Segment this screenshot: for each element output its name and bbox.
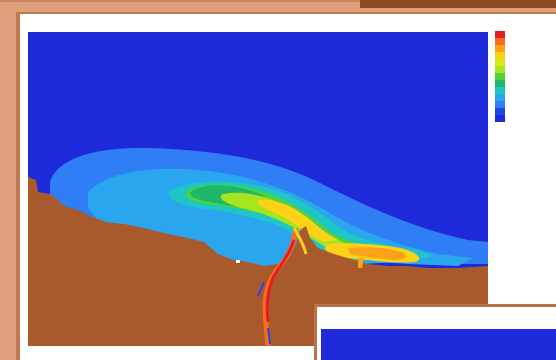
legend-swatch: [495, 45, 505, 52]
river-secondary: [292, 227, 308, 255]
legend-swatch: [495, 87, 505, 94]
secondary-plot-window[interactable]: [314, 304, 556, 360]
legend-swatch: [495, 66, 505, 73]
legend-label: [507, 66, 556, 73]
contour-plot: [28, 32, 488, 346]
land-mass: [28, 177, 488, 346]
legend-swatches: [495, 31, 505, 122]
legend-label: [507, 73, 556, 80]
legend-label: [507, 52, 556, 59]
legend-swatch: [495, 38, 505, 45]
legend-label: [507, 101, 556, 108]
legend-swatch: [495, 59, 505, 66]
legend-labels: [507, 31, 556, 122]
river-tail: [257, 281, 265, 297]
legend-swatch: [495, 80, 505, 87]
legend-label: [507, 59, 556, 66]
legend-swatch: [495, 73, 505, 80]
coastal-orange-spot: [358, 258, 364, 268]
contour-map: [28, 32, 488, 346]
legend-swatch: [495, 115, 505, 122]
coast-marker: [236, 260, 240, 263]
legend-label: [507, 108, 556, 115]
river-core: [265, 239, 296, 323]
legend-swatch: [495, 52, 505, 59]
plume-level-9: [348, 247, 407, 260]
legend-swatch: [495, 31, 505, 38]
legend-label: [507, 80, 556, 87]
legend-label: [507, 87, 556, 94]
secondary-plot-area: [321, 329, 556, 360]
legend-label: [507, 115, 556, 122]
legend-swatch: [495, 94, 505, 101]
plume-level-7: [257, 199, 338, 242]
legend-swatch: [495, 108, 505, 115]
legend-swatch: [495, 101, 505, 108]
river-tail-2: [267, 327, 271, 345]
legend-footer: [495, 138, 555, 148]
background-window-edge: [360, 0, 556, 8]
legend-label: [507, 45, 556, 52]
color-legend: [495, 31, 556, 135]
legend-label: [507, 38, 556, 45]
legend-label: [507, 31, 556, 38]
legend-label: [507, 94, 556, 101]
background-edge: [0, 0, 556, 2]
